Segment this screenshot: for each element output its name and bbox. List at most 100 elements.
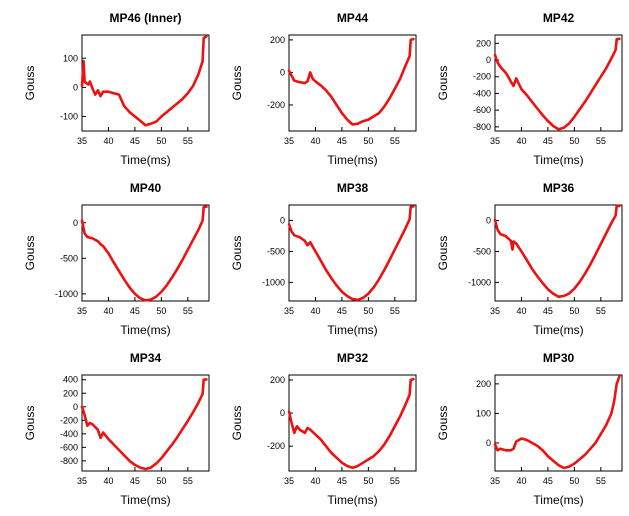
data-series-line (493, 37, 621, 131)
x-tick-label: 35 (77, 136, 87, 146)
y-tick-label: 400 (63, 375, 78, 385)
y-tick-label: -400 (473, 88, 491, 98)
y-tick-label: 0 (280, 215, 285, 225)
chart-title: MP42 (543, 11, 575, 25)
x-axis-label: Time(ms) (327, 323, 377, 337)
x-tick-label: 55 (596, 136, 606, 146)
y-tick-label: 0 (73, 82, 78, 92)
y-tick-label: 0 (73, 218, 78, 228)
x-tick-label: 35 (490, 136, 500, 146)
y-tick-label: -1000 (468, 277, 491, 287)
y-tick-label: 100 (63, 53, 78, 63)
data-series-line (493, 204, 621, 299)
chart-panel-4: MP40 35 40 45 50 55 0 -500 -1000 Time(ms) Gouss (23, 181, 210, 337)
y-axis-label: Gouss (436, 406, 450, 441)
chart-panel-3: MP42 35 40 45 50 55 200 0 -200 -400 -600 -800 Time(m… (436, 11, 623, 167)
x-tick-label: 35 (284, 136, 294, 146)
x-tick-label: 40 (516, 136, 526, 146)
y-axis-label: Gouss (23, 66, 37, 101)
plot-frame (494, 374, 623, 472)
x-tick-label: 50 (569, 476, 579, 486)
chart-panel-8: MP32 35 40 45 50 55 200 0 -200 Time(ms) Gouss (230, 351, 417, 507)
y-tick-label: 200 (476, 379, 491, 389)
y-tick-label: -1000 (55, 289, 78, 299)
x-tick-label: 40 (310, 476, 320, 486)
x-axis-label: Time(ms) (533, 153, 583, 167)
x-tick-label: 40 (516, 306, 526, 316)
chart-panel-2: MP44 35 40 45 50 55 200 0 -200 Time(ms) Gouss (230, 11, 417, 167)
x-tick-label: 50 (363, 306, 373, 316)
y-tick-label: -400 (60, 429, 78, 439)
y-tick-label: 0 (486, 55, 491, 65)
y-tick-label: -500 (473, 246, 491, 256)
x-axis-label: Time(ms) (533, 493, 583, 507)
chart-title: MP34 (130, 351, 162, 365)
data-series-line (287, 205, 415, 302)
y-tick-label: 0 (486, 438, 491, 448)
x-tick-label: 40 (103, 136, 113, 146)
y-tick-label: 200 (270, 375, 285, 385)
plot-frame (494, 34, 623, 132)
y-tick-label: 100 (476, 408, 491, 418)
plot-frame (288, 34, 417, 132)
y-axis-label: Gouss (230, 236, 244, 271)
data-series-line (80, 205, 208, 302)
x-axis-label: Time(ms) (120, 323, 170, 337)
chart-panel-7: MP34 35 40 45 50 55 400 200 0 -200 -400 -600 -800 Tim… (23, 351, 210, 507)
x-tick-label: 35 (490, 476, 500, 486)
data-series-line (80, 378, 208, 471)
plot-frame (81, 204, 210, 302)
x-tick-label: 50 (156, 476, 166, 486)
chart-title: MP30 (543, 351, 575, 365)
chart-title: MP38 (337, 181, 369, 195)
y-tick-label: -200 (60, 415, 78, 425)
y-axis-label: Gouss (230, 66, 244, 101)
x-tick-label: 35 (284, 476, 294, 486)
data-series-line (80, 35, 208, 127)
y-tick-label: 0 (73, 402, 78, 412)
chart-title: MP46 (Inner) (109, 11, 181, 25)
data-series-line (493, 375, 621, 470)
x-tick-label: 35 (284, 306, 294, 316)
x-tick-label: 40 (103, 476, 113, 486)
x-tick-label: 45 (543, 476, 553, 486)
y-tick-label: -500 (60, 253, 78, 263)
plot-frame (494, 204, 623, 302)
x-tick-label: 45 (543, 136, 553, 146)
y-tick-label: 0 (280, 67, 285, 77)
x-tick-label: 50 (363, 136, 373, 146)
chart-panel-5: MP38 35 40 45 50 55 0 -500 -1000 Time(ms) Gouss (230, 181, 417, 337)
x-axis-label: Time(ms) (327, 153, 377, 167)
y-axis-label: Gouss (436, 236, 450, 271)
x-tick-label: 50 (363, 476, 373, 486)
y-axis-label: Gouss (230, 406, 244, 441)
data-series-line (287, 37, 415, 126)
plot-frame (288, 204, 417, 302)
x-tick-label: 55 (183, 476, 193, 486)
x-tick-label: 55 (390, 306, 400, 316)
x-tick-label: 45 (130, 476, 140, 486)
y-tick-label: 200 (476, 38, 491, 48)
x-tick-label: 50 (156, 306, 166, 316)
y-tick-label: 200 (63, 388, 78, 398)
plot-frame (81, 34, 210, 132)
x-tick-label: 55 (390, 476, 400, 486)
x-tick-label: 40 (103, 306, 113, 316)
y-tick-label: -1000 (262, 277, 285, 287)
y-axis-label: Gouss (23, 236, 37, 271)
chart-title: MP44 (337, 11, 369, 25)
chart-title: MP36 (543, 181, 575, 195)
chart-title: MP32 (337, 351, 369, 365)
x-tick-label: 40 (310, 306, 320, 316)
y-axis-label: Gouss (436, 66, 450, 101)
y-tick-label: 200 (270, 35, 285, 45)
x-tick-label: 45 (130, 136, 140, 146)
y-axis-label: Gouss (23, 406, 37, 441)
x-tick-label: 50 (569, 306, 579, 316)
x-tick-label: 55 (183, 306, 193, 316)
plot-frame (288, 374, 417, 472)
chart-title: MP40 (130, 181, 162, 195)
data-series-line (287, 377, 415, 470)
y-tick-label: -200 (267, 100, 285, 110)
